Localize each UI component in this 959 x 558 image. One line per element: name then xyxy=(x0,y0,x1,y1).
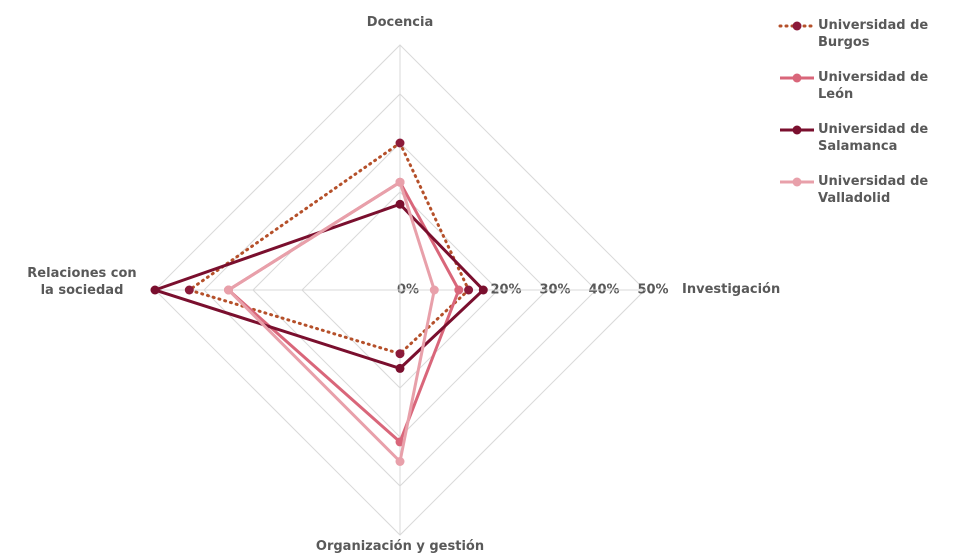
legend-label: Universidad de Valladolid xyxy=(818,174,929,206)
legend-item: Universidad de Valladolid xyxy=(778,170,959,222)
point xyxy=(478,285,488,295)
point xyxy=(395,138,405,148)
legend-marker xyxy=(792,21,802,31)
point xyxy=(395,363,405,373)
legend-marker xyxy=(792,177,802,187)
tick-label: 50% xyxy=(637,283,668,298)
axis-label: Investigación xyxy=(682,282,781,297)
legend-item: Universidad de León xyxy=(778,66,959,118)
legend-swatch xyxy=(780,73,814,83)
axis-label: Organización y gestión xyxy=(315,539,485,554)
point xyxy=(224,285,233,295)
point xyxy=(184,285,194,295)
legend-label: Universidad de León xyxy=(818,70,929,102)
legend-label: Universidad de Salamanca xyxy=(818,122,929,154)
legend: Universidad de Burgos Universidad de León… xyxy=(778,14,959,222)
point xyxy=(464,285,474,295)
axis-label: Relaciones con la sociedad xyxy=(27,266,137,298)
series-line xyxy=(226,179,436,465)
point xyxy=(454,285,464,295)
legend-item: Universidad de Burgos xyxy=(778,14,959,66)
series xyxy=(184,138,474,359)
legend-marker xyxy=(792,125,802,135)
point xyxy=(395,177,405,187)
legend-item: Universidad de Salamanca xyxy=(778,118,959,170)
legend-swatch xyxy=(778,21,816,31)
series xyxy=(150,199,488,373)
point xyxy=(395,199,405,209)
legend-swatch xyxy=(780,125,814,135)
legend-label: Universidad de Burgos xyxy=(818,18,929,50)
point xyxy=(395,457,405,466)
series-line xyxy=(226,180,461,445)
point xyxy=(150,285,160,295)
legend-marker xyxy=(792,73,802,83)
series xyxy=(224,177,439,466)
point xyxy=(429,285,439,295)
point xyxy=(395,349,405,359)
series-line xyxy=(185,140,471,356)
axis-label: Docencia xyxy=(366,15,434,30)
legend-swatch xyxy=(780,177,814,187)
